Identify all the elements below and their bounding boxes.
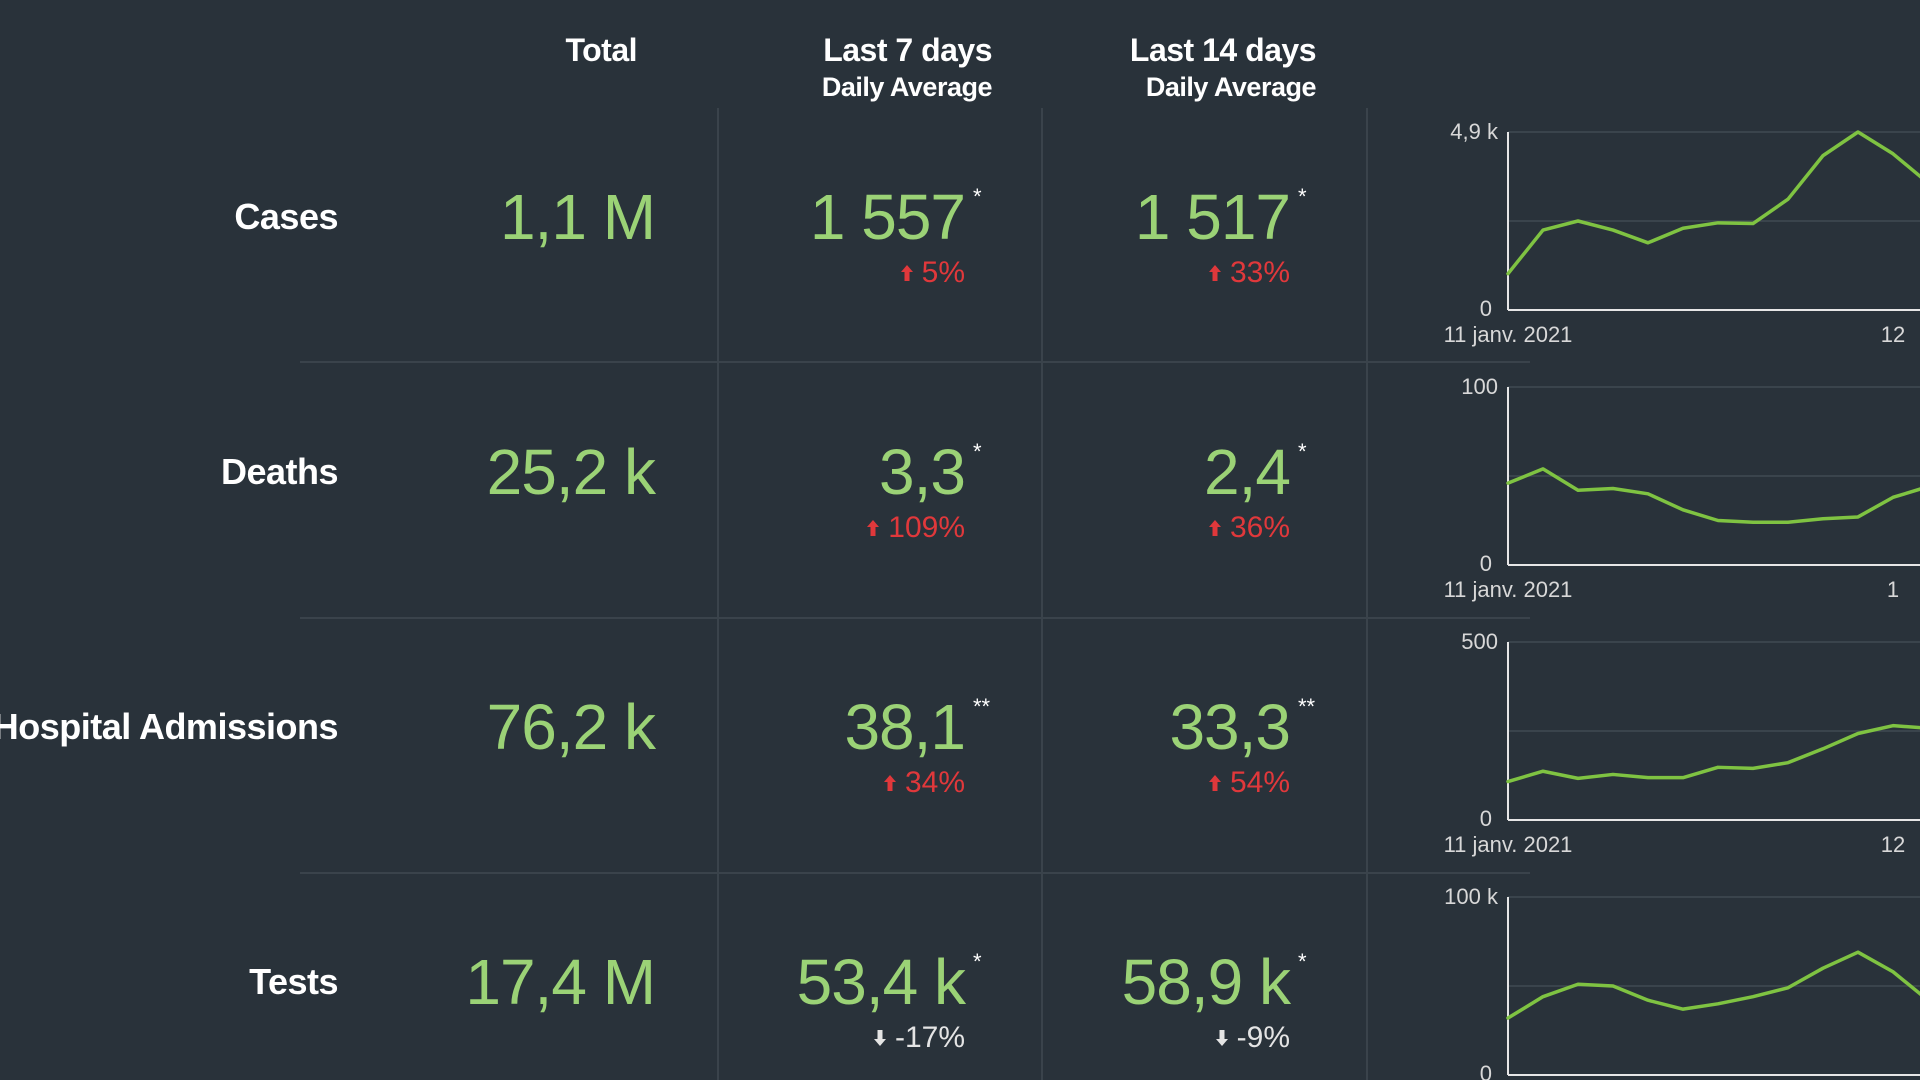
chart-svg: 100 011 janv. 2021 1 — [1444, 374, 1920, 602]
y-tick-label: 4,9 k — [1450, 119, 1499, 144]
column-divider — [717, 108, 719, 1080]
total-value-tests: 17,4 M — [465, 946, 656, 1018]
y-tick-label: 100 — [1461, 374, 1498, 399]
last14-footnote-mark-deaths: * — [1298, 439, 1307, 464]
last14-change-hospital-admissions: 54% — [1208, 766, 1290, 800]
x-tick-label: 12 — [1881, 832, 1905, 857]
row-divider — [300, 617, 1530, 619]
last7-change-tests: -17% — [873, 1021, 965, 1055]
last14-footnote-mark-hospital-admissions: ** — [1298, 694, 1316, 719]
arrow-up-icon — [1208, 265, 1221, 281]
series-line — [1506, 723, 1920, 784]
y-tick-label: 100 k — [1444, 884, 1499, 909]
y-tick-label: 0 — [1480, 551, 1492, 576]
last7-footnote-mark-tests: * — [973, 949, 982, 974]
last14-change-deaths: 36% — [1208, 511, 1290, 545]
last14-change-value-hospital-admissions: 54% — [1229, 766, 1290, 799]
last7-value-hospital-admissions: 38,1 — [844, 691, 966, 763]
chart-svg: 500 011 janv. 2021 12 — [1444, 629, 1920, 857]
column-divider — [1041, 108, 1043, 1080]
header-total-label: Total — [565, 32, 637, 68]
series-line — [1506, 130, 1920, 276]
total-value-deaths: 25,2 k — [486, 436, 656, 508]
last7-change-hospital-admissions: 34% — [883, 766, 965, 800]
header-last14-sublabel: Daily Average — [1145, 72, 1317, 102]
arrow-up-icon — [1208, 520, 1221, 536]
last14-change-cases: 33% — [1208, 256, 1290, 290]
arrow-up-icon — [900, 265, 913, 281]
chart-svg: 4,9 k 011 janv. 2021 12 — [1444, 119, 1920, 347]
last14-change-tests: -9% — [1215, 1021, 1290, 1055]
row-label-tests: Tests — [249, 961, 338, 1002]
header-last14: Last 14 days Daily Average — [1129, 30, 1317, 104]
series-line — [1506, 950, 1920, 1020]
arrow-up-icon — [1208, 775, 1221, 791]
arrow-down-icon — [873, 1030, 886, 1046]
row-label-cases: Cases — [234, 196, 338, 237]
last14-change-value-tests: -9% — [1236, 1021, 1290, 1054]
header-total: Total — [565, 30, 637, 70]
last14-value-deaths: 2,4 — [1204, 436, 1291, 508]
last14-value-tests: 58,9 k — [1121, 946, 1291, 1018]
header-last7-label: Last 7 days — [823, 32, 992, 68]
row-label-hospital-admissions: Hospital Admissions — [0, 706, 339, 747]
tests-trend-chart: 100 k 0 — [1400, 884, 1920, 1080]
x-tick-label: 11 janv. 2021 — [1444, 832, 1573, 857]
y-tick-label: 500 — [1461, 629, 1498, 654]
last7-footnote-mark-cases: * — [973, 184, 982, 209]
last7-footnote-mark-hospital-admissions: ** — [973, 694, 991, 719]
last14-footnote-mark-cases: * — [1298, 184, 1307, 209]
last7-change-value-cases: 5% — [921, 256, 965, 289]
total-value-hospital-admissions: 76,2 k — [486, 691, 656, 763]
last14-change-value-cases: 33% — [1229, 256, 1290, 289]
last7-value-deaths: 3,3 — [879, 436, 966, 508]
arrow-down-icon — [1215, 1030, 1228, 1046]
last7-value-cases: 1 557 — [809, 181, 966, 253]
hospital-admissions-trend-chart: 500 0 11 janv. 2021 12 — [1400, 629, 1920, 870]
last7-footnote-mark-deaths: * — [973, 439, 982, 464]
x-tick-label: 1 — [1887, 577, 1899, 602]
last7-value-tests: 53,4 k — [796, 946, 966, 1018]
header-last7-sublabel: Daily Average — [821, 72, 993, 102]
header-last7: Last 7 days Daily Average — [821, 30, 993, 104]
series-line — [1506, 467, 1920, 525]
last14-footnote-mark-tests: * — [1298, 949, 1307, 974]
cases-trend-chart: 4,9 k 0 11 janv. 2021 12 — [1400, 119, 1920, 360]
x-tick-label: 11 janv. 2021 — [1444, 322, 1573, 347]
deaths-trend-chart: 100 0 11 janv. 2021 1 — [1400, 374, 1920, 615]
last14-change-value-deaths: 36% — [1229, 511, 1290, 544]
row-divider — [300, 872, 1530, 874]
y-tick-label: 0 — [1480, 296, 1492, 321]
column-divider — [1366, 108, 1368, 1080]
arrow-up-icon — [883, 775, 896, 791]
x-tick-label: 12 — [1881, 322, 1905, 347]
row-label-deaths: Deaths — [220, 451, 339, 492]
row-divider — [300, 361, 1530, 363]
y-tick-label: 0 — [1480, 1061, 1492, 1080]
arrow-up-icon — [867, 520, 880, 536]
last7-change-cases: 5% — [900, 256, 965, 290]
last7-change-value-deaths: 109% — [888, 511, 965, 544]
last14-value-cases: 1 517 — [1134, 181, 1291, 253]
last14-value-hospital-admissions: 33,3 — [1169, 691, 1291, 763]
chart-svg: 100 k 0 — [1444, 884, 1920, 1080]
last7-change-deaths: 109% — [866, 511, 965, 545]
x-tick-label: 11 janv. 2021 — [1444, 577, 1573, 602]
y-tick-label: 0 — [1480, 806, 1492, 831]
last7-change-value-hospital-admissions: 34% — [904, 766, 965, 799]
header-last14-label: Last 14 days — [1129, 32, 1317, 68]
total-value-cases: 1,1 M — [499, 181, 656, 253]
last7-change-value-tests: -17% — [894, 1021, 965, 1054]
